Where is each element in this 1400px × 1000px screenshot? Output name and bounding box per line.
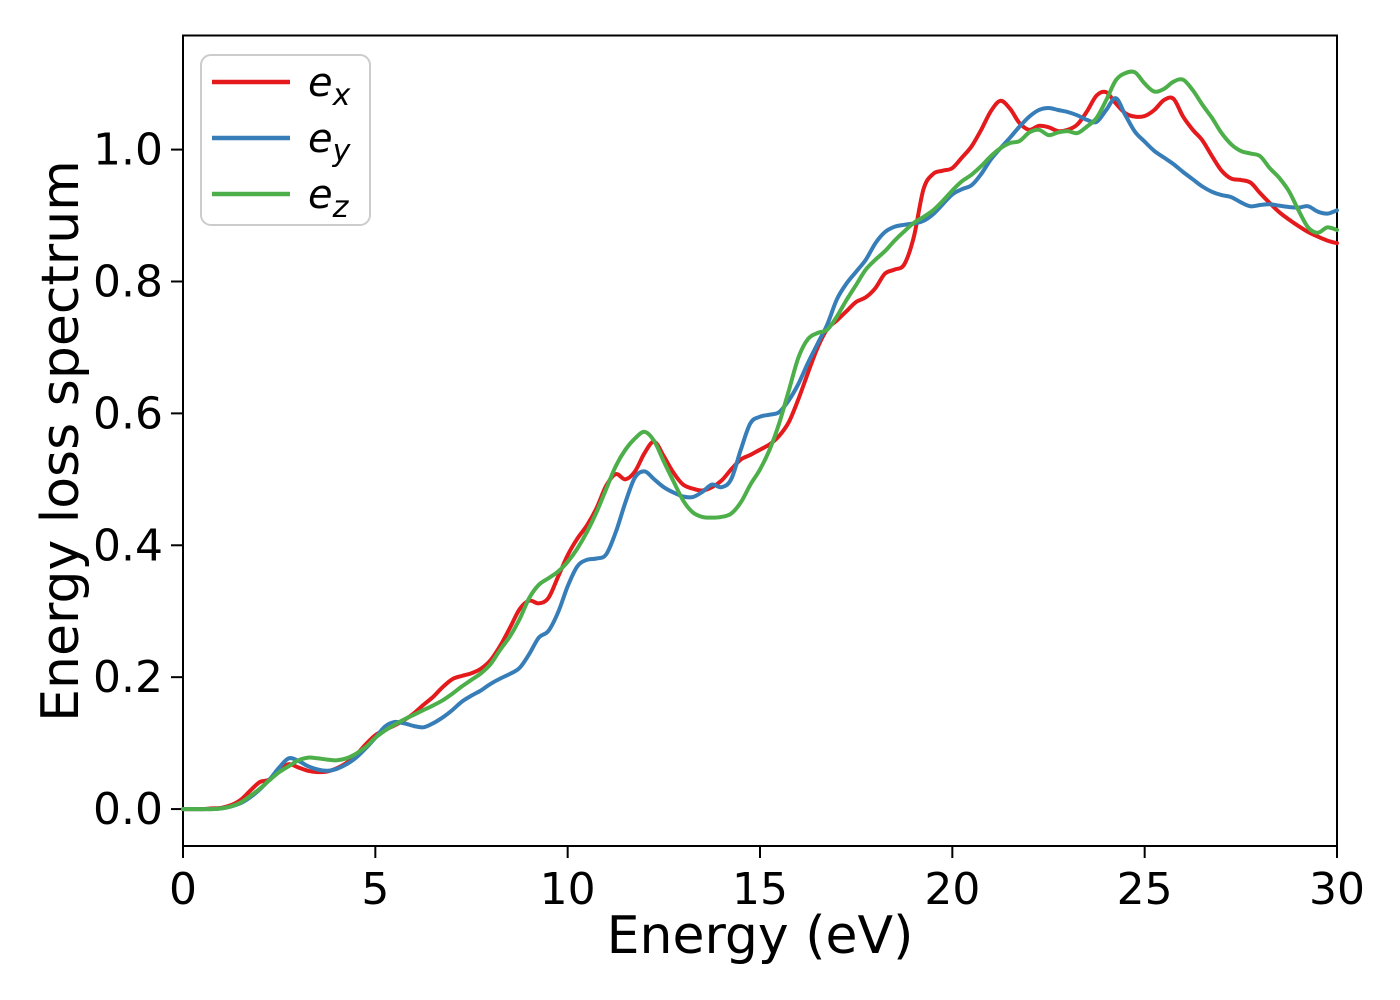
x-tick-label: 25	[1117, 864, 1173, 915]
x-tick-label: 10	[540, 864, 596, 915]
y-tick-label: 1.0	[93, 125, 163, 176]
y-axis-label: Energy loss spectrum	[31, 160, 91, 722]
legend-label-e_x: ex	[308, 60, 351, 113]
x-tick-label: 0	[169, 864, 197, 915]
x-axis-label: Energy (eV)	[607, 906, 914, 966]
y-tick-label: 0.0	[93, 784, 163, 835]
x-tick-label: 30	[1309, 864, 1365, 915]
x-tick-label: 20	[924, 864, 980, 915]
legend-label-e_y: ey	[308, 116, 352, 169]
y-tick-label: 0.6	[93, 388, 163, 439]
x-tick-label: 15	[732, 864, 788, 915]
axis-ticks: 0 5 10 15 20 25 30 0.0 0.2 0.4 0.6 0.8 1.0	[93, 125, 1365, 915]
y-tick-label: 0.4	[93, 520, 163, 571]
y-tick-label: 0.8	[93, 256, 163, 307]
legend-label-e_z: ez	[308, 172, 350, 225]
y-tick-label: 0.2	[93, 652, 163, 703]
curve-e_z	[181, 69, 1339, 812]
data-curves	[181, 69, 1339, 812]
x-tick-label: 5	[361, 864, 389, 915]
